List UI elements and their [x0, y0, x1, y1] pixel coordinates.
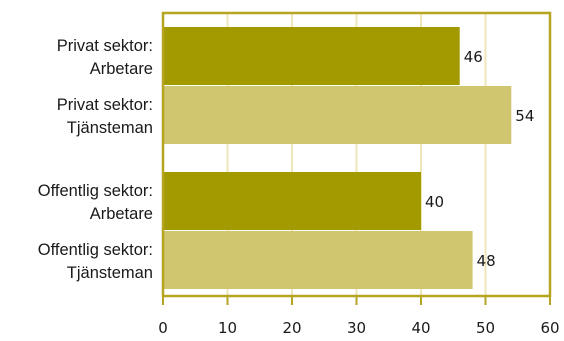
data-label-3: 40 — [425, 193, 444, 211]
data-label-1: 46 — [464, 48, 483, 66]
tick-label-0: 0 — [158, 319, 168, 337]
bar-2 — [163, 86, 512, 144]
category-label-4-line-1: Offentlig sektor: — [38, 241, 153, 259]
tick-label-60: 60 — [540, 319, 559, 337]
tick-label-40: 40 — [411, 319, 430, 337]
category-label-3-line-2: Arbetare — [90, 205, 153, 223]
bar-1 — [163, 27, 460, 85]
category-labels: Privat sektor: Arbetare Privat sektor: Tjän… — [38, 37, 153, 282]
category-label-2-line-2: Tjänsteman — [67, 119, 153, 137]
tick-label-50: 50 — [476, 319, 495, 337]
tick-label-10: 10 — [218, 319, 237, 337]
category-label-1-line-2: Arbetare — [90, 60, 153, 78]
x-axis-ticks: 0 10 20 30 40 50 60 — [158, 296, 560, 337]
category-label-3-line-1: Offentlig sektor: — [38, 182, 153, 200]
bar-3 — [163, 172, 421, 230]
tick-label-30: 30 — [347, 319, 366, 337]
data-label-2: 54 — [515, 107, 534, 125]
bars — [163, 27, 512, 289]
category-label-2-line-1: Privat sektor: — [57, 96, 153, 114]
tick-label-20: 20 — [282, 319, 301, 337]
bar-4 — [163, 231, 473, 289]
category-label-1-line-1: Privat sektor: — [57, 37, 153, 55]
category-label-4-line-2: Tjänsteman — [67, 264, 153, 282]
data-labels: 46 54 40 48 — [425, 48, 534, 270]
data-label-4: 48 — [477, 252, 496, 270]
